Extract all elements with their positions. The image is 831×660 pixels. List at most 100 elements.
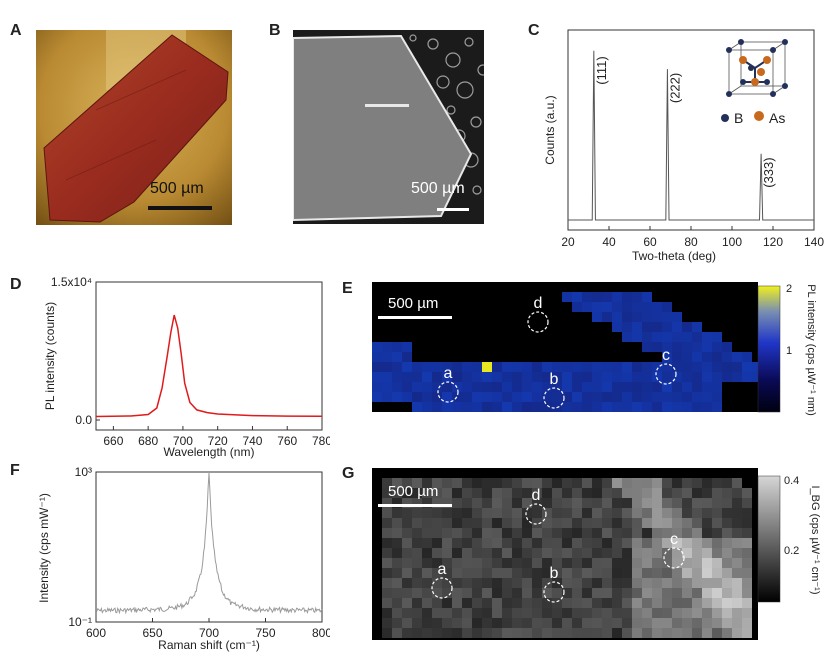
map-pixel <box>712 518 722 528</box>
map-pixel <box>642 578 652 588</box>
map-pixel <box>492 628 502 638</box>
map-pixel <box>572 372 582 382</box>
map-pixel <box>642 538 652 548</box>
map-pixel <box>372 352 382 362</box>
map-pixel <box>552 478 562 488</box>
map-pixel <box>622 292 632 302</box>
map-pixel <box>412 402 422 412</box>
map-pixel <box>732 578 742 588</box>
map-pixel <box>552 528 562 538</box>
map-pixel <box>582 618 592 628</box>
map-pixel <box>482 498 492 508</box>
map-pixel <box>592 402 602 412</box>
map-pixel <box>632 558 642 568</box>
map-pixel <box>612 528 622 538</box>
map-pixel <box>382 362 392 372</box>
plot-frame <box>95 471 323 623</box>
map-pixel <box>672 332 682 342</box>
map-pixel <box>382 508 392 518</box>
map-pixel <box>402 478 412 488</box>
map-pixel <box>692 342 702 352</box>
map-pixel <box>432 498 442 508</box>
map-pixel <box>452 558 462 568</box>
map-pixel <box>662 372 672 382</box>
map-pixel <box>472 558 482 568</box>
map-pixel <box>382 578 392 588</box>
map-pixel <box>632 322 642 332</box>
map-pixel <box>612 292 622 302</box>
map-pixel <box>712 488 722 498</box>
map-pixel <box>512 588 522 598</box>
map-pixel <box>542 518 552 528</box>
x-tick-label: 600 <box>86 626 106 640</box>
map-pixel <box>662 538 672 548</box>
map-pixel <box>742 508 752 518</box>
map-pixel <box>452 568 462 578</box>
map-pixel <box>612 362 622 372</box>
map-pixel <box>492 528 502 538</box>
map-pixel <box>402 392 412 402</box>
map-pixel <box>512 538 522 548</box>
map-pixel <box>492 402 502 412</box>
map-pixel <box>432 392 442 402</box>
map-pixel <box>662 578 672 588</box>
map-pixel <box>532 508 542 518</box>
map-pixel <box>442 488 452 498</box>
scale-bar <box>437 208 469 211</box>
map-pixel <box>702 372 712 382</box>
map-pixel <box>562 498 572 508</box>
map-pixel <box>702 558 712 568</box>
map-pixel <box>612 608 622 618</box>
map-pixel <box>562 558 572 568</box>
map-pixel <box>652 402 662 412</box>
marker-circle-a <box>437 381 459 403</box>
map-pixel <box>412 578 422 588</box>
map-pixel <box>512 558 522 568</box>
map-pixel <box>602 578 612 588</box>
map-pixel <box>612 478 622 488</box>
map-pixel <box>422 608 432 618</box>
map-pixel <box>582 508 592 518</box>
map-pixel <box>452 578 462 588</box>
map-pixel <box>412 362 422 372</box>
map-pixel <box>572 618 582 628</box>
peak-label: (333) <box>761 157 776 187</box>
map-pixel <box>432 628 442 638</box>
map-pixel <box>572 498 582 508</box>
map-pixel <box>372 342 382 352</box>
map-pixel <box>722 342 732 352</box>
map-pixel <box>722 488 732 498</box>
map-pixel <box>402 598 412 608</box>
map-pixel <box>662 548 672 558</box>
map-pixel <box>592 588 602 598</box>
map-pixel <box>532 628 542 638</box>
map-pixel <box>592 498 602 508</box>
marker-label-d: d <box>532 487 541 504</box>
map-pixel <box>522 618 532 628</box>
x-axis-label: Wavelength (nm) <box>164 445 255 459</box>
map-pixel <box>572 558 582 568</box>
map-pixel <box>432 488 442 498</box>
map-pixel <box>582 402 592 412</box>
map-pixel <box>532 392 542 402</box>
map-pixel <box>662 518 672 528</box>
map-pixel <box>612 558 622 568</box>
map-pixel <box>712 352 722 362</box>
colorbar-tick-2: 2 <box>786 283 792 295</box>
map-pixel <box>582 498 592 508</box>
map-pixel <box>462 608 472 618</box>
map-pixel <box>492 568 502 578</box>
map-pixel <box>442 618 452 628</box>
map-pixel <box>472 598 482 608</box>
map-pixel <box>442 568 452 578</box>
map-pixel <box>462 498 472 508</box>
map-pixel <box>382 488 392 498</box>
map-pixel <box>402 508 412 518</box>
map-pixel <box>452 372 462 382</box>
map-pixel <box>602 292 612 302</box>
map-pixel <box>622 548 632 558</box>
map-pixel <box>392 498 402 508</box>
map-pixel <box>452 608 462 618</box>
map-pixel <box>632 578 642 588</box>
map-pixel <box>482 618 492 628</box>
